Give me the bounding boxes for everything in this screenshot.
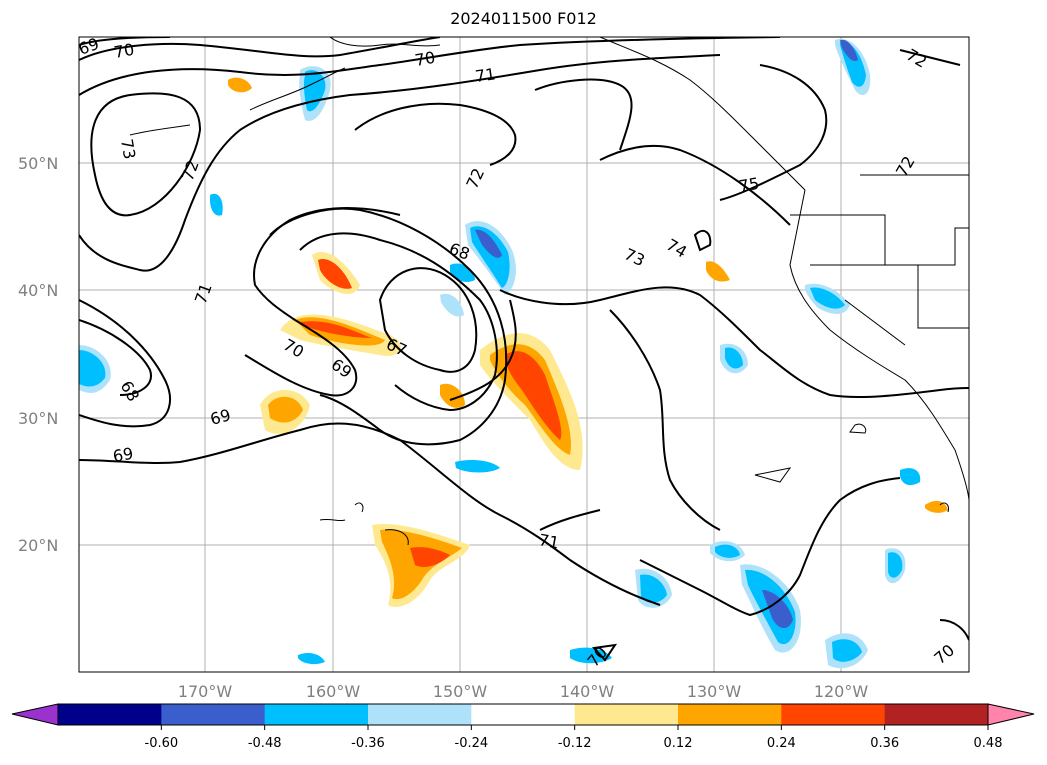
lon-label: 140°W <box>560 682 615 701</box>
contour-label: 71 <box>474 64 497 86</box>
colorbar-tick-label: 0.12 <box>664 736 693 751</box>
negative-anomaly-shading <box>79 39 921 669</box>
lat-label: 40°N <box>18 281 58 300</box>
lat-label: 50°N <box>18 154 58 173</box>
coastlines <box>129 37 969 546</box>
lat-label: 30°N <box>18 409 58 428</box>
colorbar-extend-max <box>988 704 1034 725</box>
colorbar-cell <box>574 704 679 725</box>
contour-label: 70 <box>112 40 135 62</box>
colorbar-cell <box>264 704 369 725</box>
colorbar-cell <box>161 704 266 725</box>
colorbar: -0.60 -0.48 -0.36 -0.24 -0.12 0.12 0.24 0.36 0.4… <box>11 703 1035 751</box>
lon-label: 130°W <box>687 682 742 701</box>
colorbar-cell <box>368 704 472 725</box>
colorbar-cell <box>678 704 782 725</box>
colorbar-cell <box>471 704 576 725</box>
colorbar-tick-label: -0.12 <box>558 736 592 751</box>
colorbar-tick-label: 0.36 <box>870 736 899 751</box>
colorbar-tick-label: -0.48 <box>248 736 282 751</box>
lon-label: 120°W <box>814 682 869 701</box>
colorbar-tick-label: 0.24 <box>767 736 796 751</box>
colorbar-tick-label: 0.48 <box>974 736 1003 751</box>
colorbar-tick-label: -0.36 <box>351 736 385 751</box>
geopotential-contours <box>79 37 969 662</box>
colorbar-cell <box>884 704 989 725</box>
colorbar-tick-label: -0.60 <box>145 736 179 751</box>
longitude-labels: 170°W 160°W 150°W 140°W 130°W 120°W <box>178 682 869 701</box>
map-frame <box>78 36 970 673</box>
contour-label: 69 <box>208 405 233 429</box>
lon-label: 160°W <box>306 682 361 701</box>
colorbar-tick-label: -0.24 <box>455 736 489 751</box>
lon-label: 150°W <box>433 682 488 701</box>
contour-label: 69 <box>111 444 134 466</box>
colorbar-extend-min <box>12 704 58 725</box>
colorbar-cell <box>781 704 886 725</box>
positive-anomaly-shading <box>228 77 948 608</box>
contour-label: 73 <box>117 137 139 160</box>
map-title: 2024011500 F012 <box>450 9 597 28</box>
lat-label: 20°N <box>18 536 58 555</box>
contour-label: 70 <box>413 48 436 70</box>
gridlines <box>79 37 969 672</box>
latitude-labels: 50°N 40°N 30°N 20°N <box>18 154 58 555</box>
lon-label: 170°W <box>178 682 233 701</box>
contour-label: 75 <box>737 174 760 196</box>
contour-label: 71 <box>537 530 560 552</box>
colorbar-cell <box>58 704 162 725</box>
